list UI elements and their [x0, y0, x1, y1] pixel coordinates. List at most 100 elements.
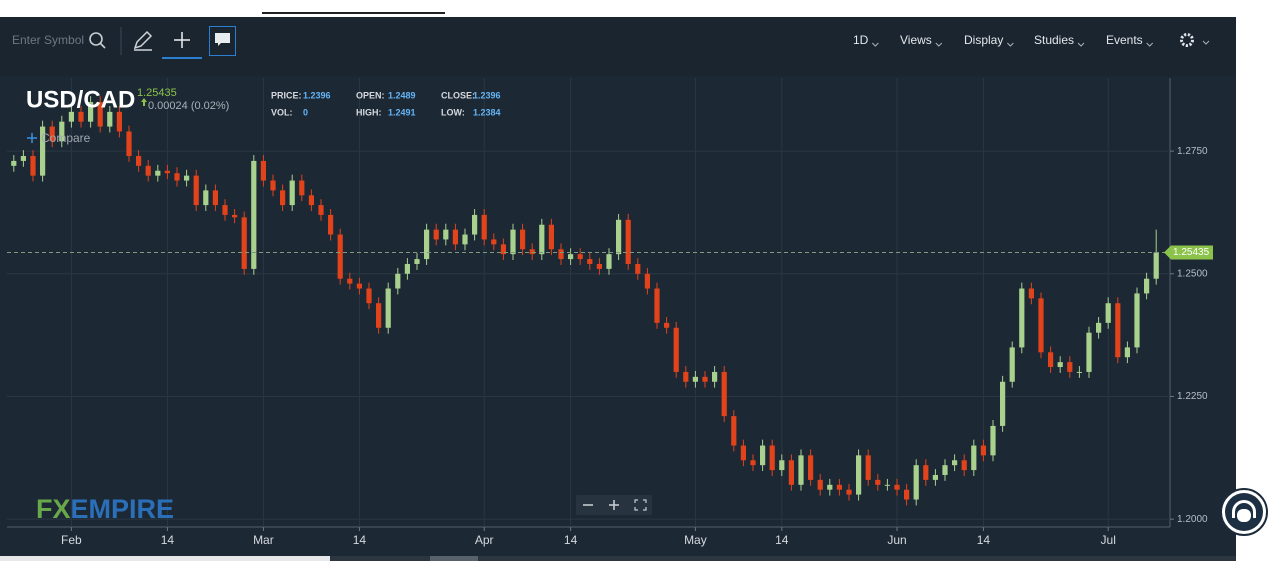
menu-chevron: [1007, 42, 1014, 47]
candle-body: [481, 214, 487, 240]
menu-item[interactable]: Display: [964, 33, 1003, 47]
candle-body: [20, 156, 26, 161]
candle-body: [817, 479, 823, 490]
search-icon[interactable]: [89, 32, 106, 49]
stat-value: 0: [303, 107, 308, 117]
candle-body: [251, 160, 257, 269]
candle-body: [942, 465, 948, 475]
candle-body: [721, 371, 727, 417]
scrollbar-track: [330, 556, 1236, 561]
candle-body: [347, 278, 353, 284]
x-tick-label: Mar: [253, 533, 274, 547]
candle-body: [990, 425, 996, 456]
candle-body: [961, 460, 967, 471]
candle-body: [433, 229, 439, 240]
compare-button[interactable]: Compare: [41, 131, 91, 145]
crosshair-icon[interactable]: [174, 32, 190, 48]
logo: FXEMPIRE: [36, 494, 174, 524]
candle-body: [241, 217, 247, 269]
compare-plus: [27, 133, 37, 143]
candle-body: [884, 484, 890, 486]
candle-body: [779, 460, 785, 471]
candle-body: [385, 288, 391, 328]
candle-body: [414, 259, 420, 264]
fullscreen[interactable]: [634, 499, 647, 511]
y-tick-label: 1.2750: [1177, 146, 1208, 157]
candle-body: [980, 445, 986, 456]
candle-body: [78, 111, 84, 122]
candle-body: [193, 175, 199, 206]
candle-body: [1076, 371, 1082, 373]
candle-body: [683, 371, 689, 382]
candle-body: [1009, 347, 1015, 382]
logo-empire: EMPIRE: [71, 494, 175, 524]
menu-chevron: [1146, 42, 1154, 47]
candle-body: [500, 244, 506, 255]
last-price: 1.25435: [137, 87, 177, 99]
candle-body: [1038, 298, 1044, 353]
candle-body: [174, 173, 180, 181]
zoom-in[interactable]: [609, 500, 619, 510]
menu-item[interactable]: Views: [900, 33, 932, 47]
candle-body: [1144, 278, 1150, 294]
x-tick-label: Jun: [887, 533, 906, 547]
candle-body: [395, 273, 401, 289]
candle-body: [1000, 381, 1006, 426]
chat-button[interactable]: [1220, 488, 1268, 536]
candle-body: [740, 445, 746, 461]
candle-body: [932, 474, 938, 480]
menu-item[interactable]: 1D: [853, 33, 869, 47]
y-tick-label: 1.2250: [1177, 391, 1208, 402]
candle-body: [798, 455, 804, 485]
stat-value: 1.2384: [473, 107, 501, 117]
chart-bg: [0, 62, 1236, 556]
candle-body: [318, 205, 324, 215]
candle-body: [59, 121, 65, 142]
stat-value: 1.2396: [473, 90, 501, 100]
candle-body: [731, 416, 737, 446]
candle-body: [808, 455, 814, 480]
candle-body: [155, 170, 161, 176]
candle-body: [222, 205, 228, 215]
candle-body: [270, 180, 276, 191]
draw-icon[interactable]: [133, 30, 153, 51]
candle-body: [97, 102, 103, 127]
candle-body: [1048, 352, 1054, 368]
candle-body: [203, 190, 209, 206]
candle-body: [1028, 288, 1034, 299]
x-tick-label: 14: [977, 533, 991, 547]
x-tick-label: Apr: [475, 533, 494, 547]
stat-value: 1.2489: [388, 90, 416, 100]
logo-fx: FX: [36, 494, 71, 524]
settings-icon[interactable]: [1180, 33, 1210, 47]
candle-body: [712, 371, 718, 382]
candle-body: [644, 273, 650, 289]
candle-body: [116, 111, 122, 132]
symbol: USD/CAD: [26, 86, 135, 113]
candle-body: [664, 322, 670, 328]
candle-body: [164, 170, 170, 174]
candle-body: [107, 111, 113, 127]
stat-label: CLOSE:: [441, 90, 475, 100]
toolbar: [0, 17, 1236, 62]
x-tick-label: May: [684, 533, 707, 547]
candle-body: [452, 229, 458, 245]
stat-label: PRICE:: [271, 90, 302, 100]
menu-item[interactable]: Studies: [1034, 33, 1074, 47]
candle-body: [1086, 332, 1092, 372]
candle-body: [894, 484, 900, 490]
candle-body: [356, 283, 362, 289]
candle-body: [635, 263, 641, 274]
candle-body: [548, 224, 554, 250]
candle-body: [769, 445, 775, 471]
menu-item[interactable]: Events: [1106, 33, 1143, 47]
y-tick-label: 1.2500: [1177, 268, 1208, 279]
candle-body: [510, 229, 516, 255]
scrollbar-thumb[interactable]: [430, 556, 478, 561]
candle-body: [30, 156, 36, 176]
symbol-search[interactable]: Enter Symbol: [12, 33, 84, 47]
comment-tool[interactable]: [209, 26, 236, 56]
menu-chevron: [1077, 42, 1085, 47]
comment-icon: [215, 33, 230, 46]
change: 0.00024 (0.02%): [148, 100, 229, 112]
